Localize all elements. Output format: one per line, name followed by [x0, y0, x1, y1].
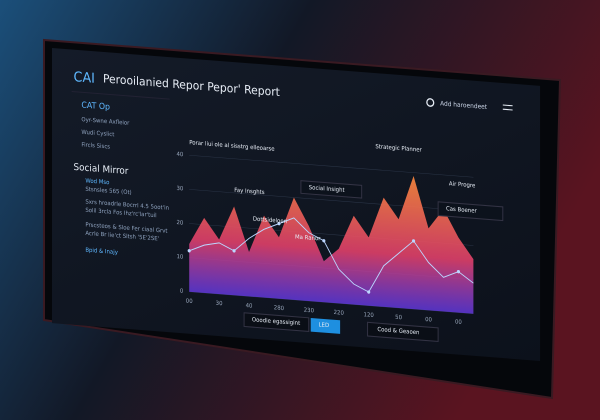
annotation: Fay Insghts: [234, 188, 264, 197]
annotation: Strategic Planner: [375, 144, 422, 154]
x-tick-label: 40: [246, 303, 253, 310]
annotation: Cas Boener: [446, 206, 477, 215]
y-tick-label: 30: [176, 186, 183, 193]
button-label[interactable]: LED: [319, 322, 330, 329]
button-label[interactable]: Cood & Geaoen: [377, 327, 420, 336]
annotation: Dottsideloeri: [253, 216, 288, 225]
annotation: Air Progre: [449, 181, 476, 189]
annotation-box: [300, 180, 363, 199]
x-tick-label: 220: [334, 310, 345, 317]
annotation-box: [437, 201, 504, 222]
area: [189, 176, 474, 314]
x-tick-label: 00: [455, 319, 462, 326]
search-icon[interactable]: [426, 98, 435, 107]
menu-icon[interactable]: [502, 104, 513, 111]
x-tick-label: 00: [186, 298, 193, 305]
logo: CAI: [74, 70, 95, 87]
side-sub[interactable]: Wod Mso: [85, 178, 110, 186]
plot: 0 10 20 30 40 00 30 40 280 230 220 120 50 00 00: [176, 152, 474, 326]
screen: CAI Perooilanied Repor Pepor' Report Add…: [52, 48, 541, 361]
line-point: [277, 221, 281, 226]
x-tick-label: 120: [364, 312, 375, 319]
x-tick-label: 50: [395, 315, 402, 322]
annotation: Ma Ranor: [295, 234, 321, 242]
y-tick-label: 40: [176, 152, 183, 159]
line-point: [456, 269, 461, 274]
line-point: [232, 249, 236, 253]
side-sub[interactable]: Bpid & Inajy: [85, 248, 118, 257]
x-tick-label: 00: [425, 317, 432, 324]
y-tick-label: 10: [176, 254, 183, 261]
y-tick-label: 0: [180, 288, 184, 294]
search[interactable]: Add haroendeet: [440, 100, 488, 111]
annotation: Social Insight: [309, 185, 346, 194]
button-label[interactable]: Ooodie egassigint: [252, 317, 301, 327]
side-section: Social Mirror: [74, 163, 129, 178]
side-sub[interactable]: Stsnsles 565 (Ot): [85, 187, 131, 197]
line-point: [412, 239, 416, 243]
x-tick-label: 30: [216, 301, 223, 308]
line-point: [367, 290, 371, 294]
side-sub[interactable]: Acrle Br lie'ct Sltsh '5E'2SE': [85, 231, 159, 243]
y-tick-label: 20: [176, 220, 183, 227]
line-point: [187, 249, 191, 253]
side-item[interactable]: CAT Op: [81, 99, 110, 112]
line: [189, 217, 474, 293]
side-sub[interactable]: Solil 3rcla Fos Ihz'rc'lar'tuil: [85, 208, 157, 220]
side-item[interactable]: Oyr-Swne Axfleior: [81, 117, 130, 127]
x-tick-label: 230: [304, 307, 315, 314]
button[interactable]: [243, 312, 310, 333]
divider: [71, 90, 170, 100]
grid-line: [189, 154, 474, 178]
x-tick-label: 280: [274, 305, 285, 312]
button[interactable]: [310, 317, 341, 334]
button[interactable]: [367, 321, 439, 343]
line-point: [322, 239, 326, 243]
grid-line: [189, 189, 474, 212]
side-item[interactable]: Fircls Siscs: [81, 142, 110, 150]
side-item[interactable]: Wudi Cyslict: [81, 130, 115, 139]
